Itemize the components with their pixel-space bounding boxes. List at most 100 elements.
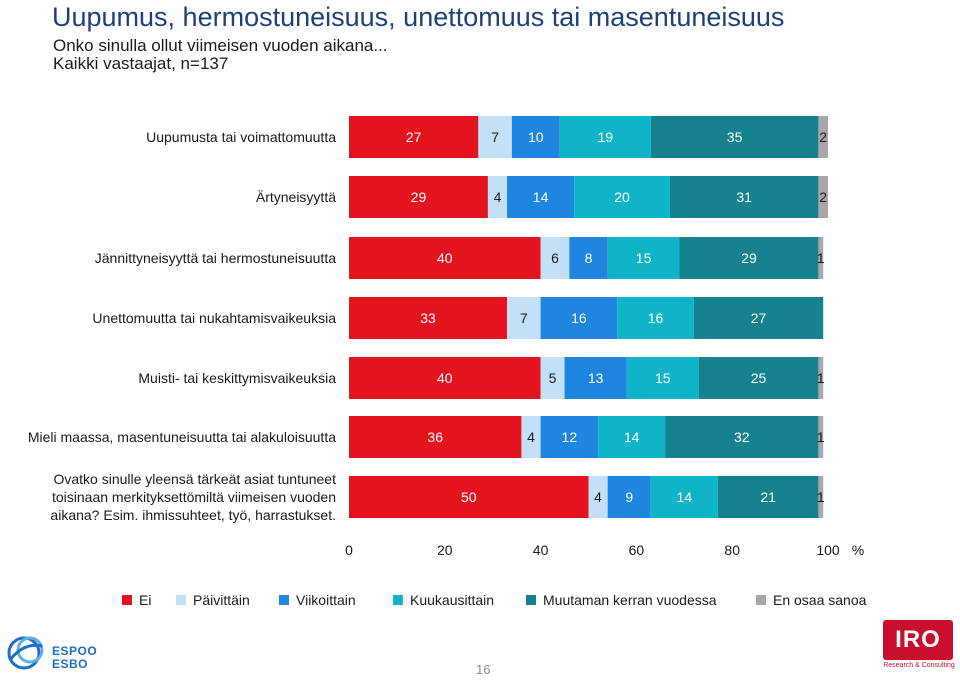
data-label: 40 [437,250,453,266]
data-label: 16 [648,310,664,326]
page-number: 16 [476,662,491,677]
data-label: 1 [817,370,825,386]
data-label: 7 [491,129,499,145]
x-tick-label: 80 [724,542,740,558]
data-label: 1 [817,489,825,505]
category-label: Jännittyneisyyttä tai hermostuneisuutta [95,250,336,266]
legend-swatch [122,595,132,605]
bar-segment [650,116,819,158]
x-tick-label: 100 [816,542,840,558]
bar-segment [650,476,718,518]
bar-segment [818,237,824,279]
bar-segment [607,476,651,518]
data-label: 4 [494,189,502,205]
bar-segment [540,237,570,279]
bar-segment [349,237,541,279]
bar-segment [559,116,651,158]
bar-segment [818,416,824,458]
bar-segment [349,116,479,158]
data-label: 27 [751,310,767,326]
data-label: 12 [562,429,578,445]
legend-swatch [756,595,766,605]
data-label: 25 [751,370,767,386]
data-label: 10 [528,129,544,145]
legend-item: Päivittäin [176,592,250,608]
bar-segment [818,176,828,218]
espoo-logo: ESPOO ESBO [4,630,114,678]
data-label: 29 [741,250,757,266]
data-label: 1 [817,429,825,445]
data-label: 4 [594,489,602,505]
x-tick-label: 0 [345,542,353,558]
data-label: 4 [527,429,535,445]
bar-segment [511,116,560,158]
legend-item: Viikoittain [279,592,356,608]
category-label: Muisti- tai keskittymisvaikeuksia [138,370,336,386]
chart-subtitle: Onko sinulla ollut viimeisen vuoden aika… [53,36,388,55]
legend-label: Muutaman kerran vuodessa [543,592,717,608]
bar-segment [693,297,824,339]
data-label: 40 [437,370,453,386]
bar-segment [717,476,819,518]
bar-segment [665,416,819,458]
data-label: 19 [597,129,613,145]
legend-item: Ei [122,592,151,608]
legend-label: En osaa sanoa [773,592,867,608]
sample-size-note: Kaikki vastaajat, n=137 [53,54,229,73]
bar-segment [540,357,565,399]
esbo-logo-text: ESBO [52,657,89,671]
data-label: 21 [760,489,776,505]
legend-label: Viikoittain [296,592,356,608]
data-label: 2 [819,129,827,145]
data-label: 16 [571,310,587,326]
bar-segment [540,416,599,458]
data-label: 27 [406,129,422,145]
data-label: 35 [727,129,743,145]
data-label: 6 [551,250,559,266]
legend-label: Kuukausittain [410,592,495,608]
x-tick-label: 40 [533,542,549,558]
bar-segment [818,476,824,518]
bar-segment [507,176,575,218]
legend-item: En osaa sanoa [756,592,866,608]
espoo-emblem-icon [7,636,44,670]
bar-segment [521,416,541,458]
data-label: 50 [461,489,477,505]
legend-item: Kuukausittain [393,592,494,608]
bar-segment [574,176,670,218]
data-label: 1 [817,250,825,266]
data-label: 20 [614,189,630,205]
data-label: 5 [549,370,557,386]
category-label: aikana? Esim. ihmissuhteet, työ, harrast… [50,507,336,523]
bar-segment [349,176,488,218]
x-tick-label: 20 [437,542,453,558]
bar-segment [478,116,512,158]
bar-segment [626,357,699,399]
category-label: Mieli maassa, masentuneisuutta tai alaku… [28,429,336,445]
category-label: Ovatko sinulle yleensä tärkeät asiat tun… [53,471,336,487]
legend-item: Muutaman kerran vuodessa [526,592,717,608]
espoo-logo-text: ESPOO [52,644,98,658]
page-title: Uupumus, hermostuneisuus, unettomuus tai… [52,2,785,32]
data-label: 15 [655,370,671,386]
data-label: 14 [624,429,640,445]
bar-segment [349,416,522,458]
data-label: 7 [520,310,528,326]
legend-swatch [176,595,186,605]
bar-segment [540,297,618,339]
bar-segment [818,116,828,158]
legend-swatch [279,595,289,605]
legend-swatch [526,595,536,605]
bar-segment [349,357,541,399]
data-label: 14 [533,189,549,205]
bar-segment [669,176,819,218]
category-label: Unettomuutta tai nukahtamisvaikeuksia [92,310,336,326]
iro-logo: IRO Research & Consulting [883,620,955,676]
legend-swatch [393,595,403,605]
bar-segment [617,297,694,339]
category-label: Uupumusta tai voimattomuutta [146,129,336,145]
bar-segment [607,237,680,279]
x-axis-unit: % [852,542,864,558]
bar-segment [818,357,824,399]
bar-segment [507,297,541,339]
